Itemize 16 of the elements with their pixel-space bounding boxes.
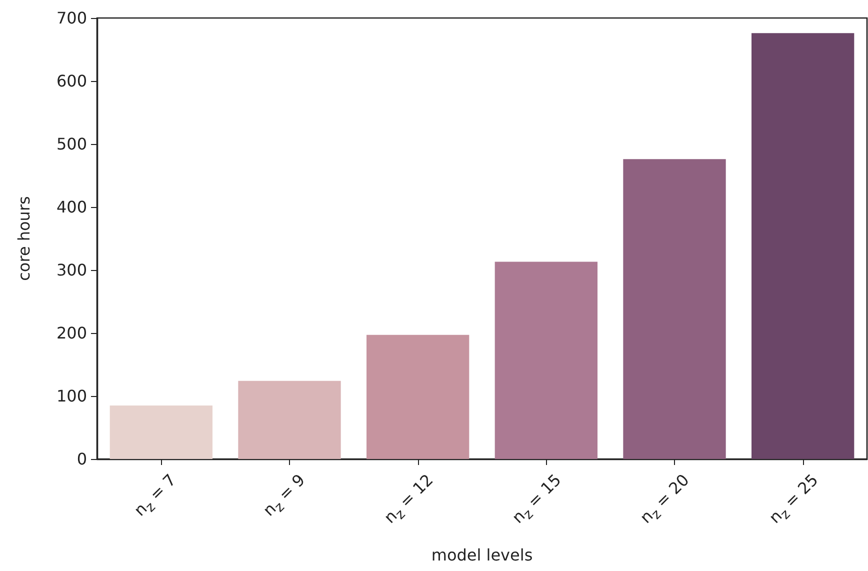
y-tick-label: 500 <box>56 134 87 154</box>
bar <box>366 334 470 459</box>
bar <box>623 159 726 459</box>
y-tick-label: 0 <box>76 450 87 468</box>
y-tick-label: 400 <box>56 198 87 216</box>
x-axis-title: model levels <box>431 546 533 564</box>
bar <box>494 262 598 459</box>
y-tick-label: 700 <box>56 8 87 28</box>
bar <box>752 33 854 459</box>
bar <box>110 405 212 459</box>
bar <box>238 380 341 459</box>
y-tick-label: 300 <box>56 260 87 280</box>
y-tick-label: 600 <box>56 72 87 90</box>
y-tick-label: 200 <box>56 324 87 342</box>
y-tick-label: 100 <box>56 386 87 406</box>
y-axis-title: core hours <box>14 196 34 281</box>
